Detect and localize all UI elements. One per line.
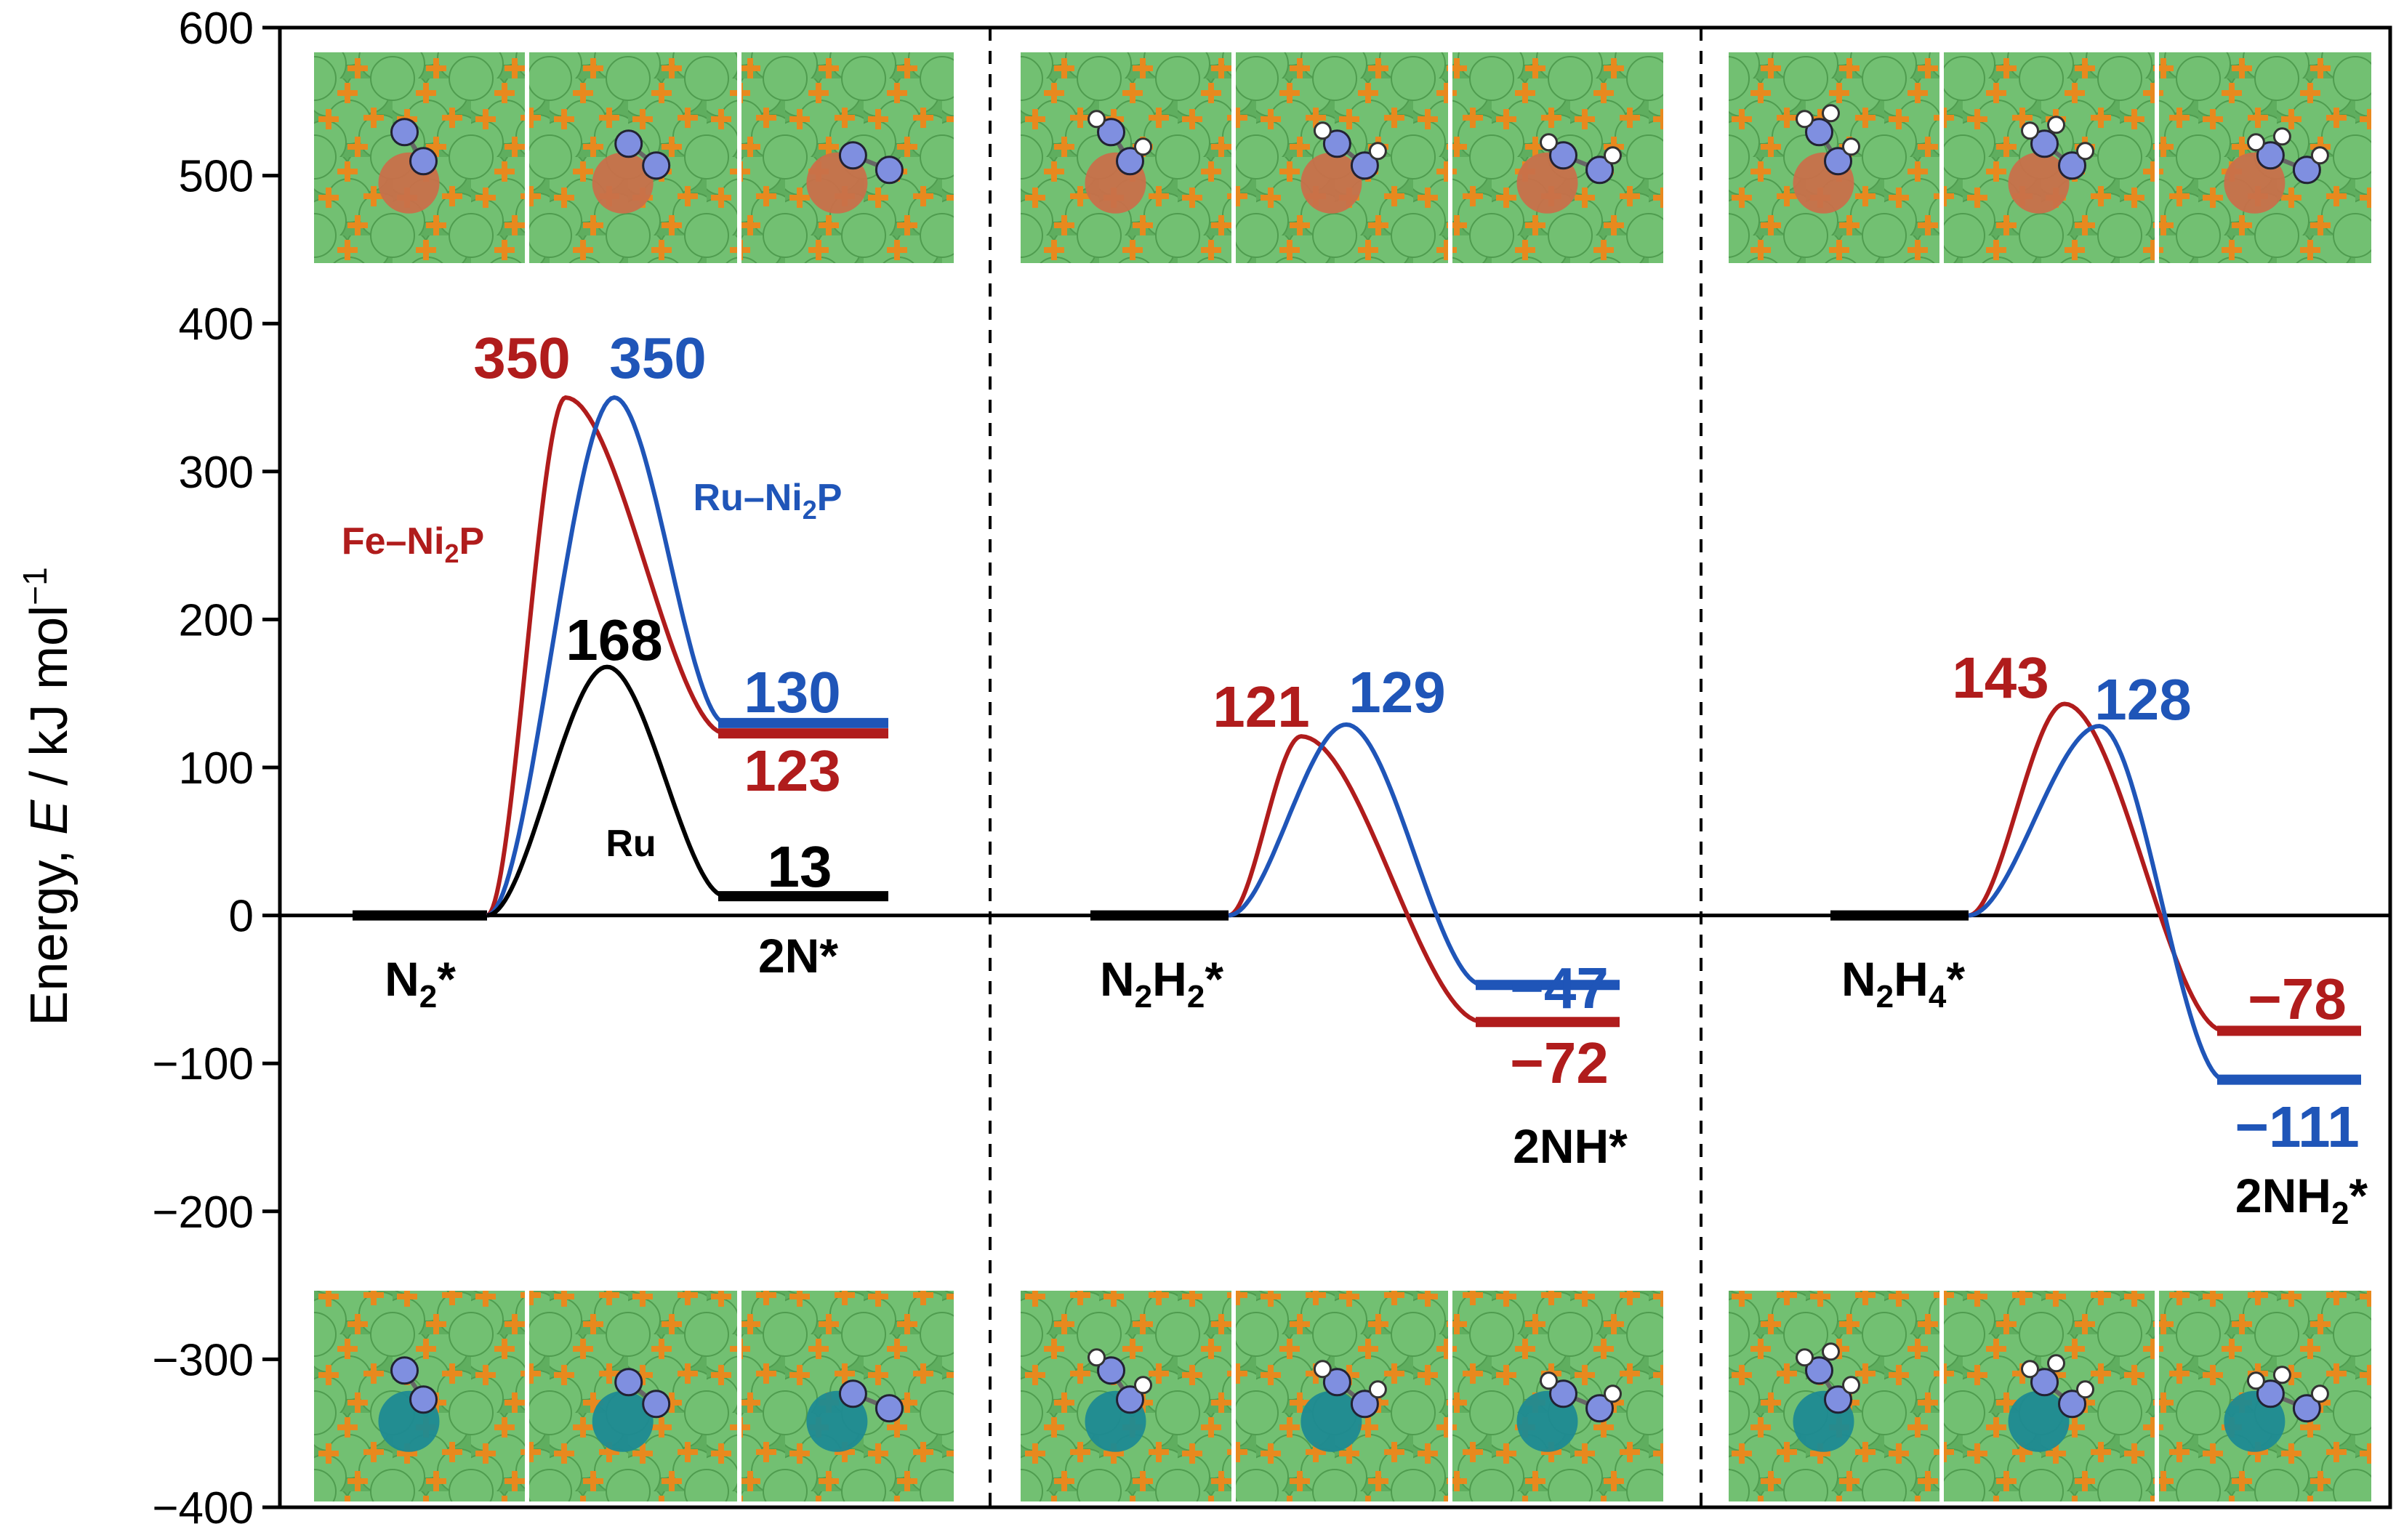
legend-label-2: Ru–Ni2P [694,477,843,525]
y-axis-label: Energy, E / kJ mol−1 [16,567,79,1025]
series-3-2 [1968,723,2361,1085]
curve-p1-Ru–Ni₂P [486,395,726,918]
final-value-p1-3: 13 [768,834,832,899]
initial-state-label-p2: N2H2* [1100,952,1223,1015]
y-tick-label-0: 600 [179,4,254,54]
y-tick-label-6: 0 [229,892,254,942]
y-tick-label-9: −300 [152,1335,254,1385]
structure-image-ru-p2-2 [1236,1291,1448,1501]
structure-image-ru-p1-2 [529,1291,737,1501]
curve-p2-Ru–Ni₂P [1228,722,1484,988]
y-tick-label-10: −400 [152,1483,254,1533]
panel-1 [353,395,888,921]
structure-image-ru-p1-3 [741,1291,954,1501]
curve-p3-Ru–Ni₂P [1968,723,2225,1082]
curve-p1-Fe–Ni₂P [486,395,726,918]
ts-value-p1-3: 168 [566,608,662,672]
series-1-2 [486,395,888,918]
panel-2 [1090,722,1620,1028]
structure-image-ru-p1-1 [314,1291,525,1501]
structure-image-fe-p2-1 [1021,52,1231,263]
structure-image-fe-p3-1 [1729,52,1939,263]
initial-state-label-p1: N2* [385,952,456,1015]
final-state-label-p1: 2N* [758,929,838,983]
panel-3 [1830,701,2361,1085]
curve-p3-Fe–Ni₂P [1968,701,2225,1033]
ts-value-p1-1: 350 [473,326,570,390]
y-tick-label-2: 400 [179,299,254,350]
y-tick-label-3: 300 [179,448,254,498]
final-value-p2-2: −47 [1510,956,1609,1020]
final-state-label-p2: 2NH* [1513,1119,1628,1173]
structure-image-fe-p2-3 [1452,52,1663,263]
legend-label-3: Ru [606,823,656,865]
y-tick-label-7: −100 [152,1039,254,1089]
structure-image-ru-p3-1 [1729,1291,1939,1501]
curve-p1-Ru [486,664,726,918]
structure-image-fe-p1-3 [741,52,954,263]
ts-value-p2-1: 121 [1213,674,1309,739]
final-value-p1-1: 123 [744,738,840,803]
y-tick-label-1: 500 [179,152,254,202]
curve-p2-Fe–Ni₂P [1228,734,1484,1025]
ts-value-p3-2: 128 [2094,667,2191,732]
y-tick-label-5: 100 [179,743,254,794]
series-1-1 [486,395,888,918]
ts-value-p1-2: 350 [609,326,706,390]
structure-image-fe-p2-2 [1236,52,1448,263]
structure-image-ru-p3-3 [2159,1291,2371,1501]
legend-label-1: Fe–Ni2P [342,520,484,568]
structure-image-fe-p3-3 [2159,52,2371,263]
final-state-label-p3: 2NH2* [2235,1169,2368,1231]
ts-value-p3-1: 143 [1952,645,2049,710]
structure-image-ru-p2-3 [1452,1291,1663,1501]
structure-image-fe-p3-2 [1944,52,2155,263]
y-tick-label-4: 200 [179,595,254,645]
y-tick-label-8: −200 [152,1188,254,1238]
structure-image-fe-p1-1 [314,52,525,263]
ts-value-p2-2: 129 [1348,660,1445,725]
final-value-p1-2: 130 [744,660,840,725]
structure-image-fe-p1-2 [529,52,737,263]
structure-image-ru-p3-2 [1944,1291,2155,1501]
structure-image-ru-p2-1 [1021,1291,1231,1501]
final-value-p2-1: −72 [1510,1031,1609,1095]
series-2-1 [1228,734,1620,1028]
initial-state-label-p3: N2H4* [1841,952,1965,1015]
final-value-p3-2: −111 [2235,1094,2359,1159]
final-value-p3-1: −78 [2248,967,2347,1031]
series-2-2 [1228,722,1620,991]
series-1-3 [486,664,888,918]
